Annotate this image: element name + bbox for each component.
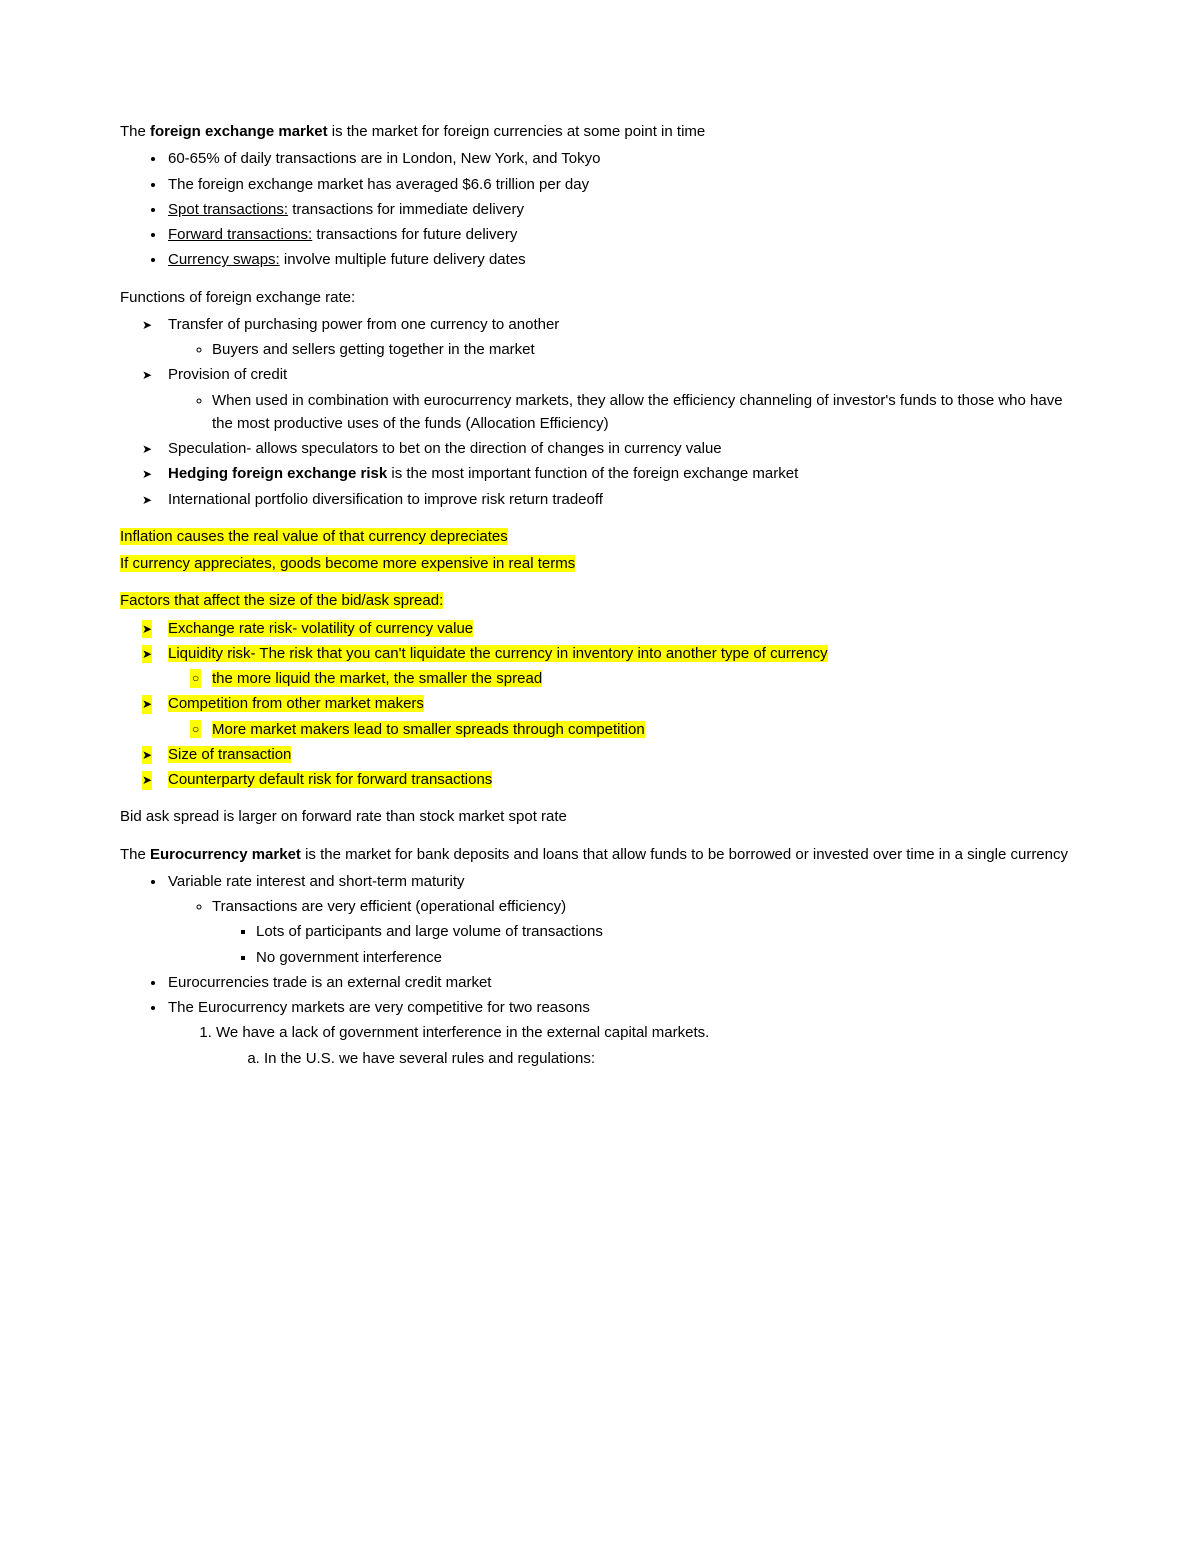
arrow-item: International portfolio diversification … [166, 488, 1080, 511]
arrow-item-hl: Size of transaction [166, 743, 1080, 766]
arrow-item: Transfer of purchasing power from one cu… [166, 313, 1080, 362]
sub-item-hl: More market makers lead to smaller sprea… [212, 718, 1080, 741]
bullet-item: Eurocurrencies trade is an external cred… [166, 971, 1080, 994]
bullet-item: Spot transactions: transactions for imme… [166, 198, 1080, 221]
arrow-item-hl: Competition from other market makers Mor… [166, 692, 1080, 741]
bid-ask-note: Bid ask spread is larger on forward rate… [120, 805, 1080, 828]
sub-item-hl: the more liquid the market, the smaller … [212, 667, 1080, 690]
arrow-item: Hedging foreign exchange risk is the mos… [166, 462, 1080, 485]
functions-list: Transfer of purchasing power from one cu… [120, 313, 1080, 511]
arrow-item: Provision of credit When used in combina… [166, 363, 1080, 435]
arrow-item-hl: Exchange rate risk- volatility of curren… [166, 617, 1080, 640]
square-item: No government interference [256, 946, 1080, 969]
sub-item: When used in combination with eurocurren… [212, 389, 1080, 436]
arrow-item: Speculation- allows speculators to bet o… [166, 437, 1080, 460]
alpha-item: In the U.S. we have several rules and re… [264, 1047, 1080, 1070]
bullet-item: Variable rate interest and short-term ma… [166, 870, 1080, 969]
arrow-item-hl: Liquidity risk- The risk that you can't … [166, 642, 1080, 691]
factors-heading: Factors that affect the size of the bid/… [120, 589, 1080, 612]
euro-bullets: Variable rate interest and short-term ma… [120, 870, 1080, 1070]
bullet-item: The foreign exchange market has averaged… [166, 173, 1080, 196]
bullet-item: Forward transactions: transactions for f… [166, 223, 1080, 246]
sub-item: Buyers and sellers getting together in t… [212, 338, 1080, 361]
arrow-item-hl: Counterparty default risk for forward tr… [166, 768, 1080, 791]
functions-heading: Functions of foreign exchange rate: [120, 286, 1080, 309]
bullet-item: 60-65% of daily transactions are in Lond… [166, 147, 1080, 170]
intro-pre: The [120, 123, 150, 140]
bullet-item: The Eurocurrency markets are very compet… [166, 996, 1080, 1070]
intro-bold: foreign exchange market [150, 123, 328, 140]
sub-item: Transactions are very efficient (operati… [212, 895, 1080, 969]
euro-paragraph: The Eurocurrency market is the market fo… [120, 843, 1080, 866]
highlight-line: If currency appreciates, goods become mo… [120, 552, 1080, 575]
highlight-line: Inflation causes the real value of that … [120, 525, 1080, 548]
intro-bullets: 60-65% of daily transactions are in Lond… [120, 147, 1080, 271]
numbered-item: We have a lack of government interferenc… [216, 1021, 1080, 1070]
intro-post: is the market for foreign currencies at … [328, 123, 706, 140]
factors-list: Exchange rate risk- volatility of curren… [120, 617, 1080, 792]
square-item: Lots of participants and large volume of… [256, 920, 1080, 943]
intro-paragraph: The foreign exchange market is the marke… [120, 120, 1080, 143]
bullet-item: Currency swaps: involve multiple future … [166, 248, 1080, 271]
